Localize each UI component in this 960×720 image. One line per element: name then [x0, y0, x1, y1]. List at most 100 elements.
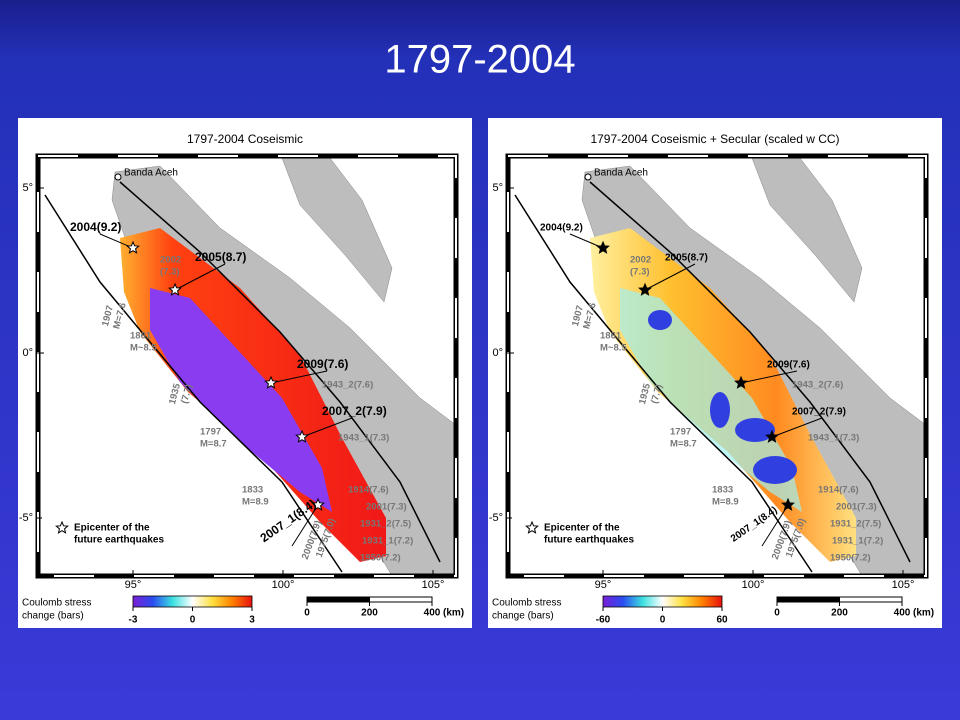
colorbar-tick-label: 0 [190, 615, 196, 626]
historic-quake-label: 1943_2(7.6) [792, 380, 843, 391]
stress-patch [620, 288, 802, 512]
colorbar-tick-label: 0 [660, 615, 666, 626]
historic-quake-label: M=8.9 [712, 497, 739, 508]
lon-label: 100° [272, 579, 295, 591]
epicenter-star [55, 520, 69, 534]
colorbar-tick-label: -3 [129, 615, 138, 626]
map-panel: 1797-2004 Coseismic + Secular (scaled w … [488, 118, 942, 628]
lat-label: 5° [22, 182, 33, 194]
historic-quake-label: 1935 [167, 382, 183, 406]
colorbar-tick-label: 3 [249, 615, 255, 626]
historic-quake-label: (7.3) [160, 267, 180, 278]
historic-quake-label: M~8.5 [130, 343, 157, 354]
scale-tick-label: 400 [424, 608, 441, 619]
lon-label: 105° [422, 579, 445, 591]
stress-patch [735, 418, 775, 442]
legend-text: future earthquakes [74, 535, 164, 546]
colorbar-tick-label: 60 [716, 615, 728, 626]
lon-label: 105° [892, 579, 915, 591]
stress-patch [150, 288, 332, 512]
label-leader [771, 417, 823, 438]
historic-quake-label: 2001(7.3) [836, 502, 877, 513]
historic-quake-label: 1935 [637, 382, 653, 406]
map-frame-dash [507, 155, 927, 577]
future-quake-label: 2005(8.7) [195, 250, 246, 264]
colorbar-title: change (bars) [492, 611, 554, 622]
future-quake-label: 2009(7.6) [767, 360, 810, 371]
historic-quake-label: M=8.7 [670, 439, 697, 450]
future-quake-label: 2005(8.7) [665, 253, 708, 264]
historic-quake-label: (7.7) [649, 383, 665, 405]
lon-label: 95° [125, 579, 142, 591]
epicenter-star [168, 282, 182, 296]
epicenter-star [311, 497, 325, 511]
lat-label: 0° [492, 347, 503, 359]
historic-quake-label: 2001(7.3) [366, 502, 407, 513]
colorbar [132, 595, 253, 608]
epicenter-star [126, 240, 140, 254]
fault [119, 181, 441, 563]
fault [589, 181, 911, 563]
historic-quake-label: 1950(7.2) [830, 553, 871, 564]
lat-label: -5° [489, 512, 503, 524]
stress-patch [710, 392, 730, 428]
historic-quake-label: 1797 [670, 427, 691, 438]
scale-bar-fill [777, 597, 839, 602]
epicenter-star [765, 429, 779, 443]
label-leader [740, 370, 798, 384]
trench [44, 194, 343, 573]
historic-quake-label: (7.3) [630, 267, 650, 278]
city-label: Banda Aceh [594, 168, 648, 179]
historic-quake-label: 1833 [712, 485, 733, 496]
epicenter-star [596, 240, 610, 254]
historic-quake-label: 2002 [160, 255, 181, 266]
historic-quake-label: 1907 [570, 304, 586, 327]
map-panel: 1797-2004 Coseismic 5° 0° -5° 95° 100° 105° Ban… [18, 118, 472, 628]
historic-quake-label: 1931_1(7.2) [832, 536, 883, 547]
historic-quake-label: (7.7) [179, 383, 195, 405]
historic-quake-label: 1914(7.6) [348, 485, 389, 496]
scale-unit: (km) [443, 608, 464, 619]
historic-quake-label: 1833 [242, 485, 263, 496]
scale-tick-label: 0 [774, 608, 780, 619]
historic-quake-label: 1950(7.2) [360, 553, 401, 564]
colorbar-tick-label: -60 [596, 615, 611, 626]
historic-quake-label: M~8.5 [600, 343, 627, 354]
historic-quake-label: M=8.7 [200, 439, 227, 450]
panel-title: 1797-2004 Coseismic + Secular (scaled w … [590, 132, 839, 146]
scale-bar-fill [307, 597, 369, 602]
city-marker [584, 173, 592, 181]
epicenter-star [638, 282, 652, 296]
label-leader [174, 263, 226, 291]
trench [514, 194, 813, 573]
epicenter-star [781, 497, 795, 511]
slide-title: 1797-2004 [384, 38, 575, 82]
legend-text: future earthquakes [544, 535, 634, 546]
epicenter-star [264, 375, 278, 389]
future-quake-label: 2004(9.2) [70, 220, 121, 234]
historic-quake-label: 1861 [130, 331, 152, 342]
city-marker [114, 173, 122, 181]
historic-quake-label: 1861 [600, 331, 622, 342]
lat-label: 5° [492, 182, 503, 194]
legend-box [42, 516, 172, 550]
stress-patch [648, 310, 672, 330]
historic-quake-label: M=8.9 [242, 497, 269, 508]
label-leader [270, 370, 328, 384]
historic-quake-label: 1914(7.6) [818, 485, 859, 496]
map-frame-dash [37, 155, 457, 577]
future-quake-label: 2009(7.6) [297, 357, 348, 371]
lat-label: -5° [19, 512, 33, 524]
epicenter-star [295, 429, 309, 443]
label-leader [301, 417, 353, 438]
lon-label: 95° [595, 579, 612, 591]
label-leader [644, 263, 696, 291]
scale-tick-label: 400 [894, 608, 911, 619]
future-quake-label: 2007_2(7.9) [792, 407, 846, 418]
scale-tick-label: 200 [831, 608, 848, 619]
legend-box [512, 516, 642, 550]
future-quake-label: 2007_2(7.9) [322, 404, 387, 418]
label-leader [761, 504, 789, 547]
